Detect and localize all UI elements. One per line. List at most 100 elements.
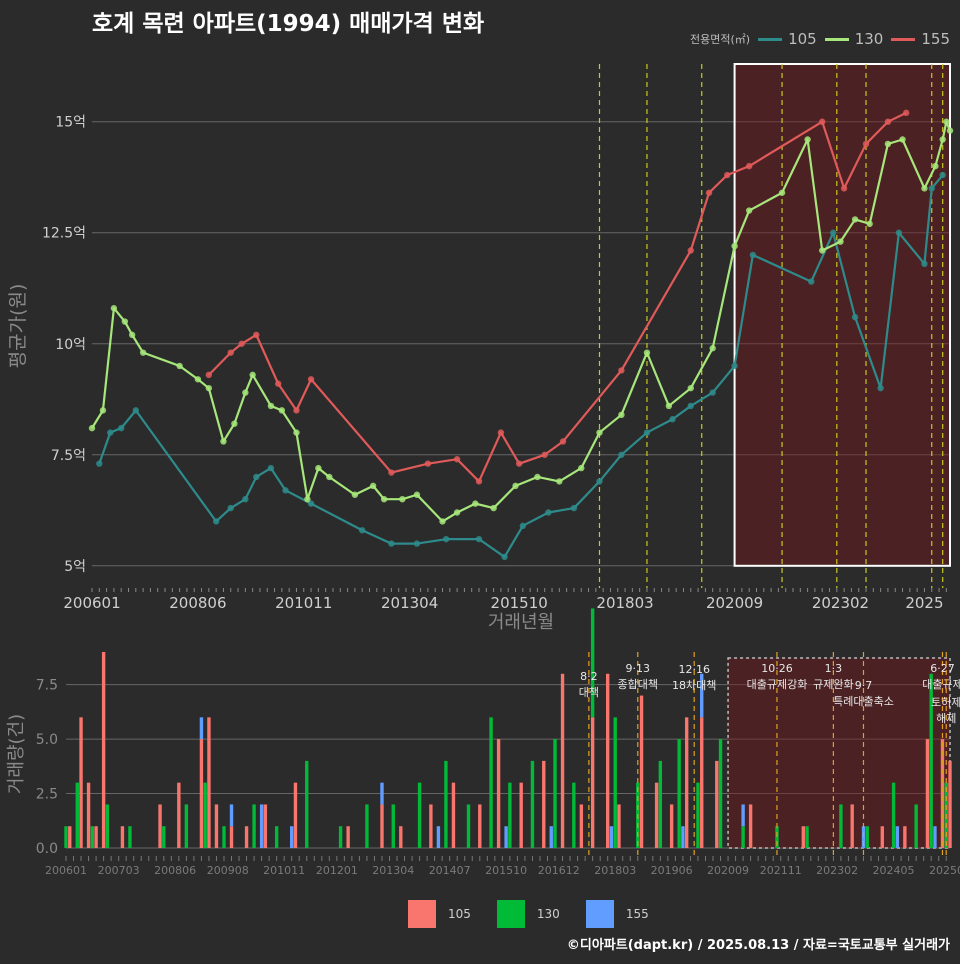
volume-bar-105 — [519, 782, 523, 848]
price-y-tick-label: 15억 — [55, 115, 86, 131]
volume-bar-105 — [560, 673, 565, 848]
price-point-155 — [205, 371, 213, 379]
policy-annotation-label: 12·16 — [678, 663, 710, 676]
price-point-105 — [358, 527, 366, 534]
volume-bar-105 — [617, 804, 621, 848]
price-point-130 — [921, 185, 928, 192]
price-point-155 — [724, 171, 731, 179]
price-x-tick-label: 201304 — [381, 594, 438, 612]
volume-bar-105 — [380, 804, 384, 848]
volume-bar-105 — [579, 804, 584, 848]
price-point-105 — [643, 429, 651, 436]
policy-annotation-label: 18차대책 — [672, 679, 716, 692]
price-point-105 — [212, 518, 220, 525]
volume-bar-105 — [79, 717, 83, 848]
volume-bar-130 — [391, 804, 395, 848]
volume-bar-155 — [199, 717, 204, 740]
price-point-130 — [837, 238, 844, 245]
price-point-155 — [840, 185, 848, 192]
price-y-tick-label: 12.5억 — [42, 226, 86, 242]
volume-bar-130 — [530, 760, 535, 848]
price-point-105 — [709, 389, 716, 396]
price-legend-label-105: 105 — [788, 30, 817, 48]
price-point-105 — [731, 362, 738, 370]
price-point-130 — [304, 495, 311, 503]
price-point-155 — [559, 438, 567, 445]
price-point-105 — [895, 229, 903, 236]
volume-legend-label-130: 130 — [536, 907, 560, 921]
price-point-155 — [618, 367, 625, 374]
price-point-105 — [570, 504, 578, 512]
volume-bar-155 — [895, 826, 900, 848]
price-point-130 — [943, 118, 950, 125]
policy-annotation-label: 6·27 — [930, 662, 955, 675]
volume-highlight-box — [727, 657, 951, 849]
price-point-155 — [388, 469, 395, 476]
volume-y-tick-label: 5.0 — [36, 732, 58, 748]
price-point-130 — [512, 482, 519, 490]
price-point-130 — [139, 349, 147, 356]
price-point-155 — [884, 118, 892, 125]
price-point-105 — [749, 251, 757, 259]
price-point-155 — [902, 109, 910, 117]
volume-bar-130 — [775, 826, 779, 848]
volume-bar-130 — [417, 782, 422, 848]
volume-bar-105 — [263, 804, 268, 848]
price-point-105 — [851, 313, 859, 321]
volume-x-tick-label: 202302 — [816, 864, 858, 877]
price-point-105 — [928, 185, 935, 192]
volume-y-tick-label: 7.5 — [36, 678, 58, 694]
price-legend-label-130: 130 — [854, 30, 884, 48]
volume-bar-130 — [274, 826, 279, 848]
price-legend-item-155: 155 — [891, 30, 950, 48]
price-point-130 — [745, 207, 753, 214]
volume-bar-130 — [891, 782, 896, 848]
price-point-155 — [541, 451, 548, 458]
price-point-105 — [107, 429, 114, 436]
volume-x-tick-label: 202111 — [760, 864, 802, 877]
price-point-155 — [862, 140, 870, 148]
price-point-130 — [194, 376, 202, 383]
price-point-105 — [545, 509, 552, 516]
volume-bar-130 — [489, 717, 493, 848]
volume-bar-105 — [199, 739, 204, 848]
price-point-130 — [851, 216, 859, 223]
price-point-155 — [745, 162, 753, 170]
volume-legend-label-155: 155 — [625, 907, 649, 921]
volume-bar-155 — [933, 826, 937, 848]
price-point-130 — [351, 491, 359, 498]
price-point-155 — [515, 460, 523, 467]
volume-bar-130 — [128, 826, 132, 848]
volume-bar-105 — [590, 717, 595, 848]
volume-y-tick-label: 0.0 — [36, 841, 58, 857]
volume-bar-105 — [94, 826, 98, 848]
policy-annotation-label: 특례대출축소 — [833, 695, 894, 708]
volume-bar-155 — [609, 826, 614, 848]
volume-bar-130 — [718, 739, 723, 848]
price-point-130 — [687, 384, 694, 392]
volume-bar-130 — [696, 782, 700, 848]
volume-bar-130 — [508, 782, 512, 848]
volume-bar-105 — [496, 739, 501, 848]
volume-bar-130 — [929, 673, 933, 848]
price-point-130 — [932, 162, 939, 170]
price-legend-title: 전용면적(㎡) — [690, 33, 751, 46]
price-point-105 — [267, 464, 275, 472]
policy-annotation-label: 1·3 — [825, 662, 843, 675]
volume-bar-105 — [293, 782, 298, 848]
volume-x-tick-label: 201803 — [594, 864, 636, 877]
volume-bar-155 — [259, 804, 264, 848]
price-x-tick-label: 202009 — [706, 594, 763, 612]
volume-bar-105 — [850, 804, 854, 848]
volume-x-tick-label: 202405 — [873, 864, 915, 877]
volume-bar-130 — [105, 804, 110, 848]
price-point-105 — [132, 407, 140, 414]
legend-line-155-icon — [891, 37, 916, 41]
price-point-105 — [669, 416, 676, 423]
volume-x-tick-label: 201407 — [429, 864, 471, 877]
volume-x-tick-label: 200601 — [45, 864, 87, 877]
price-point-130 — [128, 331, 136, 339]
price-point-105 — [596, 478, 603, 485]
price-point-105 — [253, 473, 260, 481]
policy-annotation-label: 9·7 — [855, 679, 873, 692]
